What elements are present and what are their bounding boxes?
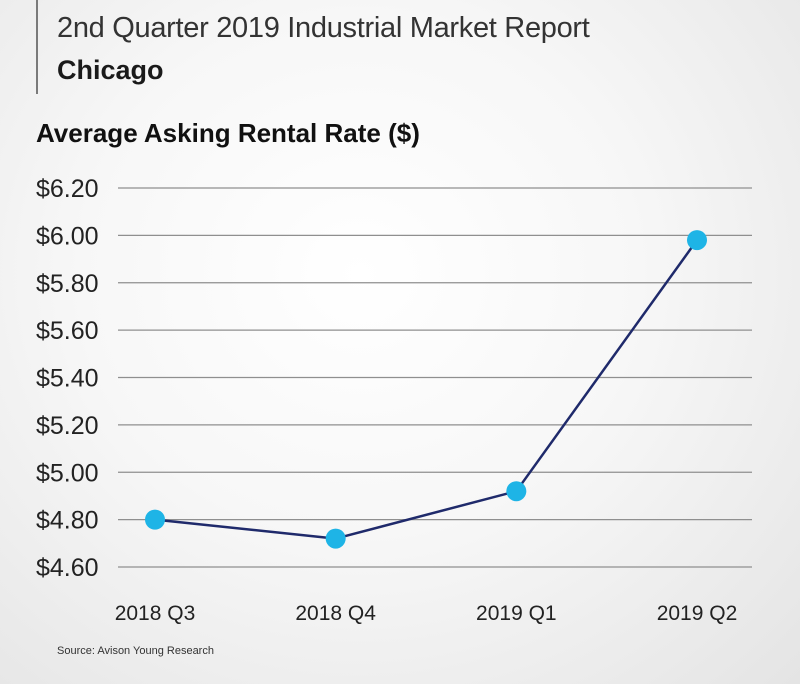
y-tick-label: $5.00 xyxy=(36,459,99,487)
gridlines xyxy=(118,187,752,568)
x-tick-label: 2019 Q1 xyxy=(476,602,557,625)
y-tick-label: $6.20 xyxy=(36,175,99,203)
report-title: 2nd Quarter 2019 Industrial Market Repor… xyxy=(57,12,590,44)
y-axis-tick-labels: $6.20 $6.00 $5.80 $5.60 $5.40 $5.20 $5.00 $4.80… xyxy=(36,175,99,582)
y-tick-label: $5.80 xyxy=(36,270,99,298)
data-point-2019-q1 xyxy=(506,481,527,502)
y-tick-label: $4.60 xyxy=(36,554,99,582)
x-tick-label: 2018 Q3 xyxy=(115,602,196,625)
data-point-2019-q2 xyxy=(687,230,707,251)
y-tick-label: $5.60 xyxy=(36,317,99,345)
series-line xyxy=(154,239,699,540)
y-tick-label: $5.20 xyxy=(36,412,99,440)
chart-title: Average Asking Rental Rate ($) xyxy=(36,118,420,148)
y-tick-label: $6.00 xyxy=(36,222,99,250)
series-rental-rate xyxy=(145,230,707,549)
y-tick-label: $4.80 xyxy=(36,507,99,535)
y-tick-label: $5.40 xyxy=(36,365,99,393)
x-axis-tick-labels: 2018 Q3 2018 Q4 2019 Q1 2019 Q2 xyxy=(115,602,738,625)
data-point-2018-q4 xyxy=(325,528,346,549)
header-divider xyxy=(36,0,38,94)
source-note: Source: Avison Young Research xyxy=(57,645,214,657)
data-point-2018-q3 xyxy=(145,509,165,530)
x-tick-label: 2019 Q2 xyxy=(657,602,738,625)
x-tick-label: 2018 Q4 xyxy=(295,602,376,625)
city-name: Chicago xyxy=(57,55,164,85)
